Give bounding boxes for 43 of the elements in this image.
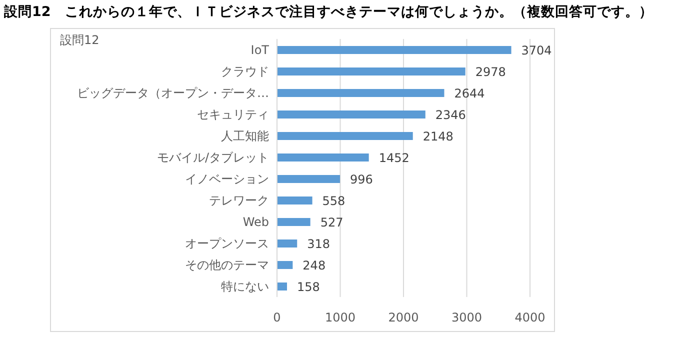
y-tick-label: イノベーション — [185, 172, 269, 186]
y-tick-label: セキュリティ — [197, 108, 269, 122]
y-tick-label: テレワーク — [209, 194, 269, 208]
data-label: 996 — [350, 172, 373, 186]
y-tick-label: その他のテーマ — [185, 258, 269, 272]
bar — [277, 196, 312, 204]
y-tick-label: IoT — [250, 43, 270, 58]
bar — [277, 132, 413, 140]
bar — [277, 89, 444, 97]
data-label: 2644 — [454, 86, 485, 100]
y-tick-label: 特にない — [221, 280, 269, 294]
bar — [277, 68, 466, 76]
text: 設問12 — [60, 32, 100, 49]
data-label: 527 — [320, 215, 344, 230]
y-tick-label: Web — [242, 215, 269, 230]
data-label: 1452 — [378, 150, 410, 165]
bar — [277, 46, 512, 54]
y-tick-label: ビッグデータ（オープン・データ… — [77, 86, 269, 100]
bar — [277, 261, 293, 269]
bar — [277, 175, 340, 183]
data-label: 3704 — [521, 43, 552, 58]
x-tick-label: 0 — [273, 310, 281, 325]
bar — [277, 240, 298, 248]
bar — [277, 282, 287, 290]
x-tick-label: 4000 — [514, 310, 546, 325]
data-label: 158 — [296, 280, 320, 294]
data-label: 248 — [302, 258, 326, 272]
x-tick-label: 2000 — [388, 310, 419, 325]
x-tick-label: 1000 — [324, 310, 356, 325]
data-label: 2148 — [422, 129, 454, 144]
y-tick-label: オープンソース — [185, 236, 269, 251]
y-tick-label: 人工知能 — [221, 129, 269, 144]
data-label: 2978 — [475, 64, 506, 79]
bar — [277, 154, 369, 162]
x-tick-label: 3000 — [451, 310, 482, 325]
data-label: 2346 — [435, 108, 466, 122]
chart-title: 設問12 これからの１年で、ＩＴビジネスで注目すべきテーマは何でしょうか。（複数回答可です。） — [4, 3, 653, 21]
data-label: 318 — [307, 236, 330, 251]
y-tick-label: クラウド — [221, 64, 269, 79]
bar — [277, 110, 426, 118]
y-tick-label: モバイル/タブレット — [156, 150, 269, 165]
bar — [277, 218, 310, 226]
data-label: 558 — [322, 194, 346, 208]
